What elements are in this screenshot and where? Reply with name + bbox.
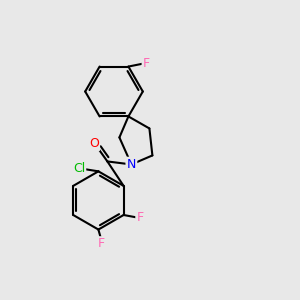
- Text: N: N: [127, 158, 136, 171]
- Text: O: O: [89, 137, 99, 150]
- Text: F: F: [136, 211, 144, 224]
- Text: Cl: Cl: [73, 162, 85, 176]
- Text: F: F: [98, 237, 105, 250]
- Text: F: F: [143, 57, 150, 70]
